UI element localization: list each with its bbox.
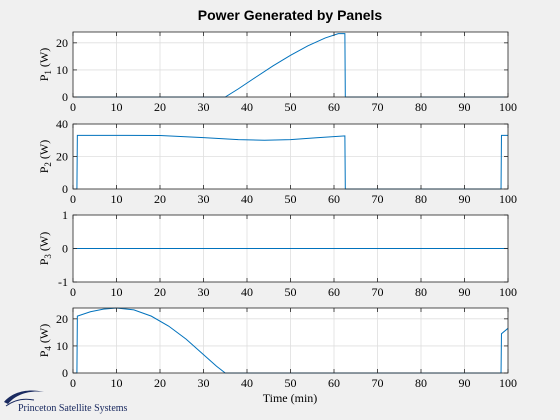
- x-tick-label: 60: [328, 376, 340, 390]
- x-tick-label: 50: [285, 192, 297, 206]
- x-tick-label: 80: [415, 285, 427, 299]
- logo-text: Princeton Satellite Systems: [18, 403, 128, 414]
- x-tick-label: 70: [372, 376, 384, 390]
- figure-title: Power Generated by Panels: [198, 7, 383, 23]
- x-tick-label: 30: [198, 376, 210, 390]
- x-tick-label: 80: [415, 376, 427, 390]
- x-tick-label: 100: [499, 100, 517, 114]
- x-tick-label: 90: [459, 100, 471, 114]
- y-tick-label: 10: [56, 339, 68, 353]
- x-tick-label: 20: [154, 285, 166, 299]
- x-tick-label: 90: [459, 285, 471, 299]
- x-tick-label: 80: [415, 192, 427, 206]
- y-tick-label: 0: [62, 90, 68, 104]
- y-axis-label-unit: (W): [37, 48, 51, 70]
- x-tick-label: 20: [154, 192, 166, 206]
- y-tick-label: 20: [56, 36, 68, 50]
- x-tick-label: 100: [499, 376, 517, 390]
- x-tick-label: 70: [372, 100, 384, 114]
- x-tick-label: 70: [372, 285, 384, 299]
- x-tick-label: 10: [111, 376, 123, 390]
- x-tick-label: 90: [459, 192, 471, 206]
- y-tick-label: -1: [58, 275, 68, 289]
- y-axis-label-unit: (W): [37, 140, 51, 162]
- y-tick-label: 1: [62, 208, 68, 222]
- x-tick-label: 20: [154, 100, 166, 114]
- y-tick-label: 0: [62, 182, 68, 196]
- y-axis-label-unit: (W): [37, 232, 51, 254]
- x-tick-label: 50: [285, 100, 297, 114]
- x-tick-label: 40: [241, 376, 253, 390]
- x-tick-label: 40: [241, 285, 253, 299]
- x-axis-label: Time (min): [263, 391, 318, 405]
- x-tick-label: 50: [285, 285, 297, 299]
- x-tick-label: 0: [70, 192, 76, 206]
- x-tick-label: 60: [328, 192, 340, 206]
- x-tick-label: 0: [70, 285, 76, 299]
- x-tick-label: 20: [154, 376, 166, 390]
- x-tick-label: 60: [328, 100, 340, 114]
- x-tick-label: 100: [499, 192, 517, 206]
- x-tick-label: 0: [70, 376, 76, 390]
- x-tick-label: 30: [198, 285, 210, 299]
- x-tick-label: 80: [415, 100, 427, 114]
- y-axis-label: P3 (W): [37, 232, 53, 266]
- y-tick-label: 20: [56, 312, 68, 326]
- y-axis-label-unit: (W): [37, 324, 51, 346]
- x-tick-label: 10: [111, 192, 123, 206]
- x-tick-label: 40: [241, 192, 253, 206]
- y-tick-label: 10: [56, 63, 68, 77]
- x-tick-label: 10: [111, 285, 123, 299]
- x-tick-label: 0: [70, 100, 76, 114]
- x-tick-label: 10: [111, 100, 123, 114]
- y-axis-label: P2 (W): [37, 140, 53, 174]
- y-tick-label: 40: [56, 117, 68, 131]
- x-tick-label: 50: [285, 376, 297, 390]
- x-tick-label: 30: [198, 192, 210, 206]
- y-axis-label: P4 (W): [37, 324, 53, 358]
- y-tick-label: 0: [62, 366, 68, 380]
- x-tick-label: 40: [241, 100, 253, 114]
- y-tick-label: 0: [62, 242, 68, 256]
- x-tick-label: 100: [499, 285, 517, 299]
- x-tick-label: 70: [372, 192, 384, 206]
- x-tick-label: 30: [198, 100, 210, 114]
- y-axis-label: P1 (W): [37, 48, 53, 82]
- x-tick-label: 60: [328, 285, 340, 299]
- x-tick-label: 90: [459, 376, 471, 390]
- y-tick-label: 20: [56, 150, 68, 164]
